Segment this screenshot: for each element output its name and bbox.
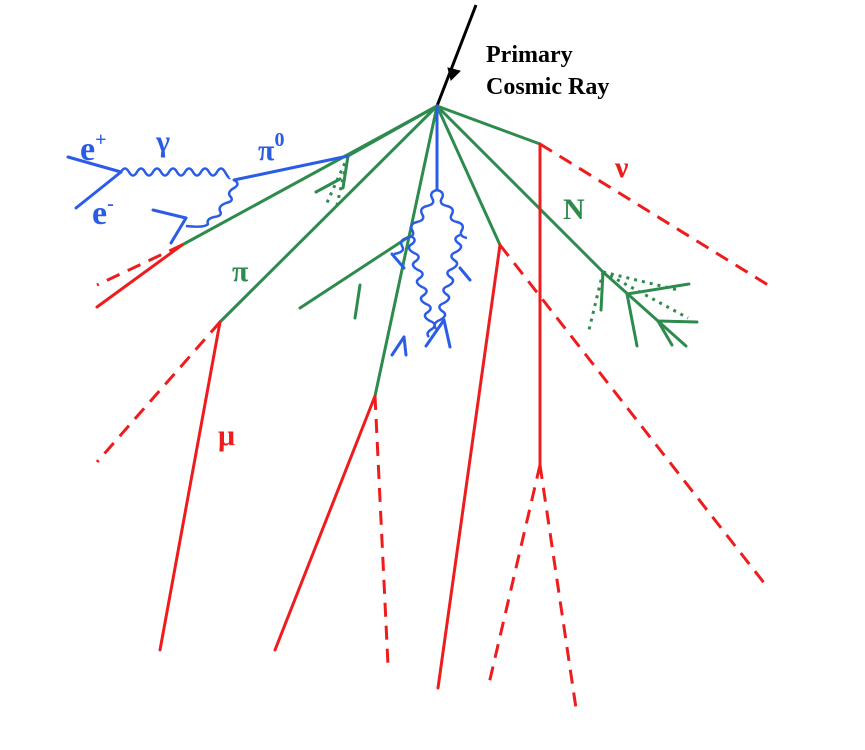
label-mu: μ	[218, 419, 235, 452]
hadron-branches	[180, 104, 699, 398]
label-pi: π	[232, 255, 249, 288]
muon-tracks	[95, 142, 542, 690]
em-end-1	[390, 252, 406, 270]
neutrino-tracks	[95, 142, 770, 716]
left-tree-twig	[353, 283, 362, 320]
center-right-muon	[436, 243, 502, 690]
branch-center-right	[435, 104, 502, 247]
n-tree-twig-2	[625, 282, 691, 296]
n-tree-twig-5	[656, 319, 674, 347]
positron-track	[66, 155, 123, 174]
gamma-photon-line	[119, 167, 231, 180]
label-N: N	[563, 193, 585, 226]
em-end-5	[442, 318, 452, 349]
primary-cosmic-ray-arrow	[435, 4, 478, 107]
n-tree-twig-3	[625, 292, 639, 348]
gamma-photon-line-2	[185, 178, 239, 228]
title-line-2: Cosmic Ray	[486, 74, 609, 100]
nucleon-branch	[435, 104, 605, 274]
branch-to-right-vertex	[435, 104, 542, 146]
pi0-track	[232, 154, 350, 182]
pi-branch	[218, 104, 439, 324]
label-gamma: γ	[155, 125, 170, 158]
central-photon-left	[393, 188, 438, 256]
label-pi0: π0	[258, 129, 284, 167]
em-end-6	[458, 266, 472, 282]
em-wavy-photons	[119, 167, 468, 338]
label-e-plus: e+	[80, 129, 107, 168]
center-left-muon	[273, 394, 377, 652]
electron-track	[74, 170, 123, 210]
label-e-minus: e-	[92, 193, 114, 232]
center-neutrino	[373, 395, 390, 666]
central-photon-left-2	[407, 234, 436, 338]
n-tree-twig-4	[656, 319, 699, 324]
bottom-neutrino-right	[538, 464, 579, 716]
n-tree-main	[601, 270, 688, 348]
central-photon-right-2	[433, 233, 463, 330]
lower-pair-track-1	[151, 208, 188, 220]
left-tree-main	[298, 234, 412, 310]
hadron-dotted-tracks	[324, 155, 689, 335]
left-muon	[95, 243, 184, 309]
pi0-vertex-twig-2	[314, 177, 342, 194]
title-line-1: Primary	[486, 42, 573, 68]
pi-neutrino	[95, 321, 222, 463]
bottom-neutrino-left	[486, 464, 542, 689]
mu-track	[158, 320, 222, 652]
label-nu: ν	[614, 151, 629, 184]
em-end-3	[402, 335, 408, 357]
left-neutrino	[96, 243, 183, 287]
em-end-4	[424, 318, 446, 348]
branch-center-left	[373, 104, 439, 398]
branch-to-left-decay	[180, 104, 439, 247]
lower-pair-track-2	[169, 216, 188, 245]
central-photon-right	[436, 188, 468, 240]
em-tracks	[66, 104, 472, 357]
center-right-neutrino	[498, 244, 770, 589]
em-end-2	[390, 335, 406, 357]
n-tree-twig-1	[599, 270, 605, 312]
